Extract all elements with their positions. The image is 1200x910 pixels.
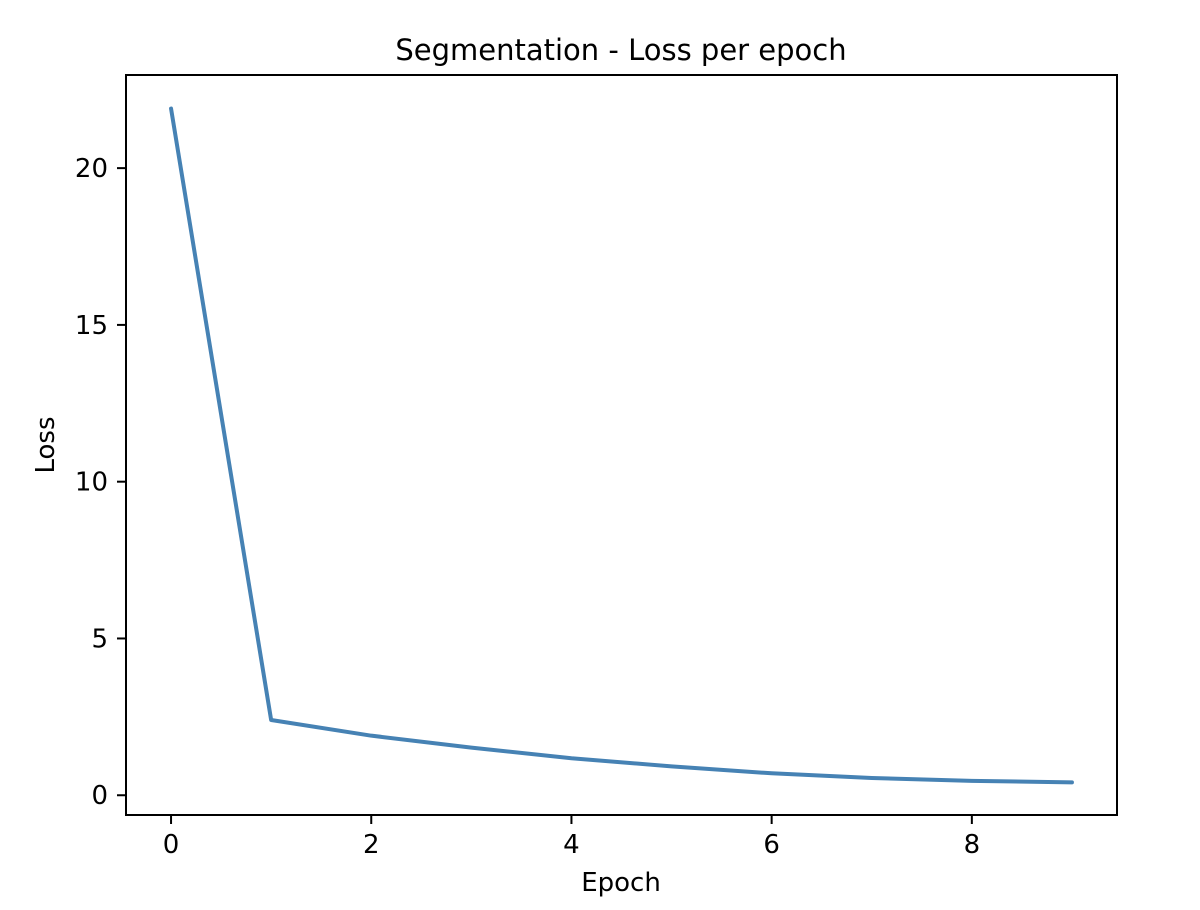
x-tick-label: 0 [163, 830, 180, 860]
x-tick-label: 4 [563, 830, 580, 860]
x-tick-label: 2 [363, 830, 380, 860]
plot-area [125, 74, 1118, 816]
y-axis-ticks: 0 5 10 15 20 [75, 154, 126, 811]
y-tick-label: 0 [91, 781, 108, 811]
chart-title: Segmentation - Loss per epoch [395, 33, 846, 67]
x-axis-label: Epoch [581, 868, 661, 898]
y-tick-label: 10 [75, 468, 108, 498]
y-tick-label: 5 [91, 624, 108, 654]
x-tick-label: 8 [964, 830, 981, 860]
x-tick-label: 6 [763, 830, 780, 860]
y-axis-label: Loss [31, 416, 61, 473]
y-tick-label: 15 [75, 311, 108, 341]
y-tick-label: 20 [75, 154, 108, 184]
loss-line [169, 106, 1074, 785]
x-axis-ticks: 0 2 4 6 8 [163, 815, 980, 860]
